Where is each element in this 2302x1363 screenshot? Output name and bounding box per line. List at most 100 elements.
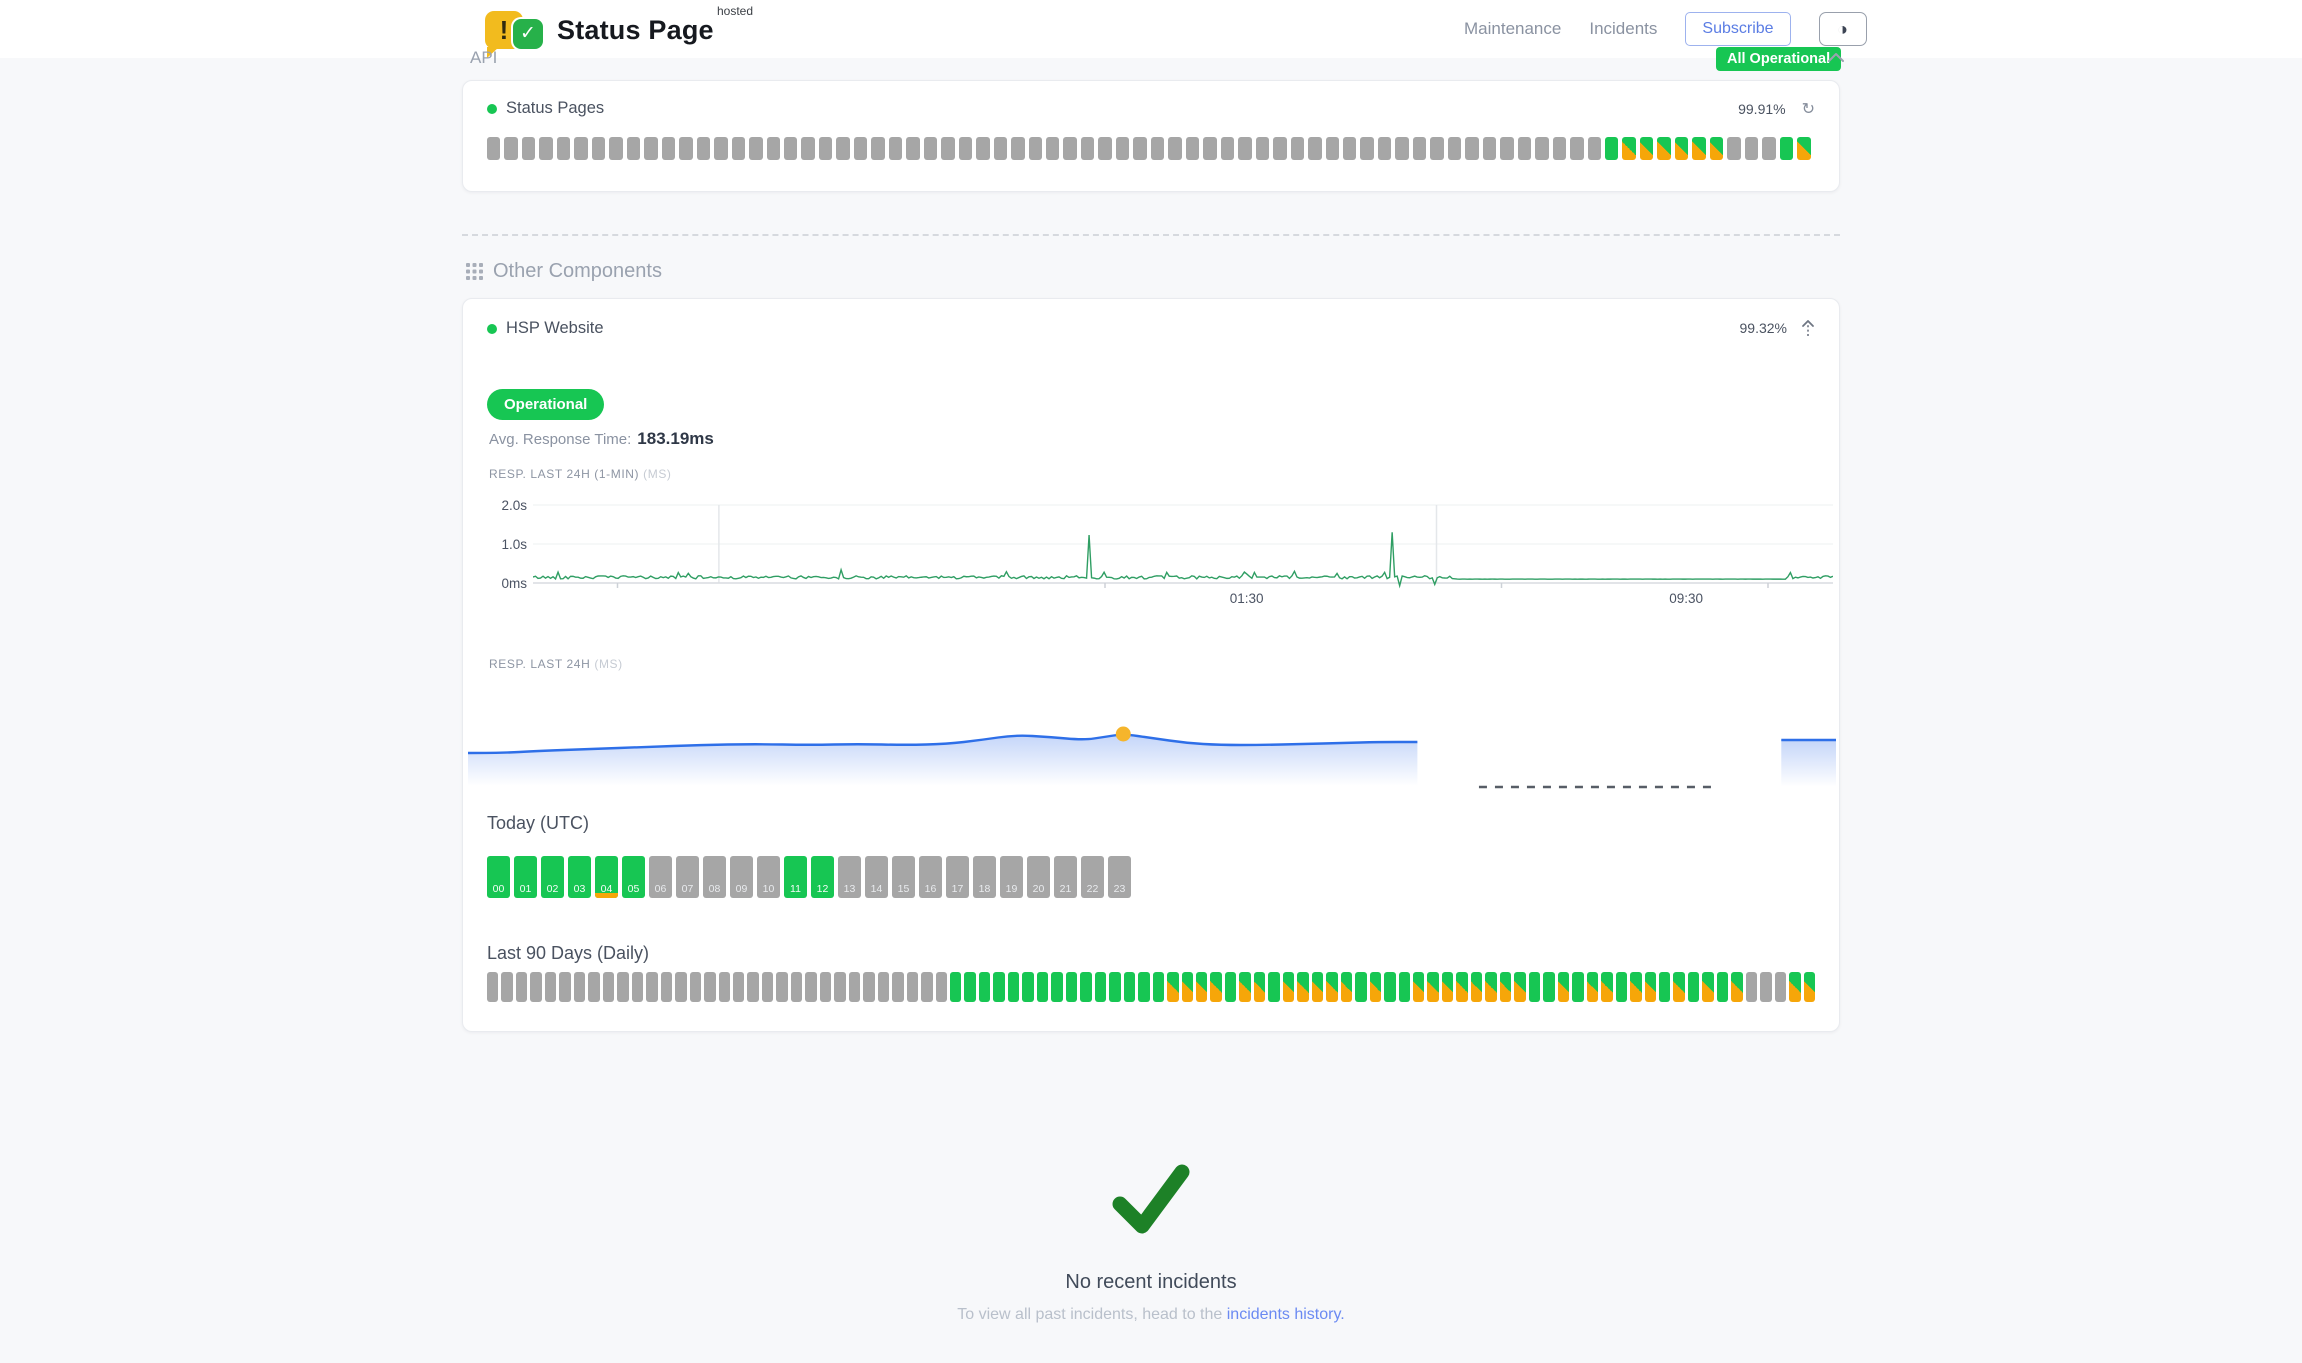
day-bar	[732, 972, 745, 1002]
uptime-bar	[1762, 137, 1776, 160]
uptime-bar	[1360, 137, 1374, 160]
day-bar	[819, 972, 832, 1002]
minute-chart-svg	[533, 504, 1833, 589]
theme-toggle-button[interactable]: ◑	[1818, 12, 1867, 46]
uptime-bar	[801, 137, 815, 160]
hour-block-10: 10	[757, 856, 780, 898]
uptime-bar	[1727, 137, 1741, 160]
hour-label: 02	[546, 883, 559, 895]
uptime-bar	[1290, 137, 1305, 160]
component-name: HSP Website	[506, 319, 604, 337]
day-bar	[761, 972, 774, 1002]
refresh-icon[interactable]: ↻	[1801, 101, 1815, 118]
uptime-bar	[1063, 137, 1077, 160]
uptime-bar	[609, 137, 623, 160]
hour-block-02: 02	[541, 856, 564, 898]
day-bar	[487, 972, 499, 1002]
day-bar	[1441, 972, 1454, 1002]
hour-label: 08	[708, 883, 721, 895]
other-components-title: Other Components	[493, 260, 662, 282]
day-bar	[559, 972, 571, 1002]
day-bar	[848, 972, 861, 1002]
uptime-bar	[1779, 137, 1794, 160]
day-bar	[790, 972, 803, 1002]
logo-check-icon: ✓	[513, 19, 543, 49]
uptime-bar	[1255, 137, 1270, 160]
day-bar	[1080, 972, 1092, 1002]
success-check-icon	[1112, 1164, 1190, 1234]
day-bar	[1181, 972, 1193, 1002]
api-section-title: API	[470, 48, 498, 67]
day-bar	[1167, 972, 1179, 1002]
hour-block-07: 07	[676, 856, 699, 898]
day-bar	[747, 972, 759, 1002]
uptime-bars	[487, 137, 1811, 160]
hour-block-21: 21	[1054, 856, 1077, 898]
uptime-bar	[749, 137, 763, 160]
hour-block-03: 03	[568, 856, 591, 898]
subscribe-button[interactable]: Subscribe	[1685, 12, 1791, 46]
component-uptime: 99.32%	[1740, 319, 1815, 337]
day-bar	[1572, 972, 1584, 1002]
uptime-bar	[1797, 137, 1811, 160]
hour-label: 01	[519, 883, 532, 895]
day-bar	[646, 972, 658, 1002]
day-bar	[1731, 972, 1743, 1002]
section-divider	[462, 234, 1840, 236]
day-bar	[892, 972, 904, 1002]
uptime-bar	[1430, 137, 1444, 160]
day-bar	[1745, 972, 1758, 1002]
uptime-bar	[1325, 137, 1339, 160]
hour-block-01: 01	[514, 856, 537, 898]
day-bar	[1297, 972, 1309, 1002]
brand-logo[interactable]: ! ✓ Status Page hosted	[485, 4, 905, 58]
day-bar	[1311, 972, 1324, 1002]
day-bar	[1094, 972, 1107, 1002]
day-bar	[1630, 972, 1642, 1002]
day-bar	[1051, 972, 1063, 1002]
hour-block-23: 23	[1108, 856, 1131, 898]
day-bar	[530, 972, 542, 1002]
chart-title: RESP. LAST 24H	[489, 657, 591, 671]
day-bar	[1673, 972, 1685, 1002]
nav-incidents-link[interactable]: Incidents	[1589, 19, 1658, 38]
avg-response-time: Avg. Response Time: 183.19ms	[489, 429, 714, 449]
uptime-bar	[521, 137, 536, 160]
hour-block-17: 17	[946, 856, 969, 898]
uptime-bar	[1185, 137, 1200, 160]
chevron-up-icon[interactable]	[1827, 51, 1845, 70]
day-bar	[1109, 972, 1121, 1002]
day-bar	[1456, 972, 1468, 1002]
uptime-bar	[871, 137, 885, 160]
uptime-bar	[958, 137, 973, 160]
uptime-bar	[1133, 137, 1147, 160]
hsp-website-card: HSP Website 99.32% Operational Avg. Resp…	[462, 298, 1840, 1032]
day-bar	[1514, 972, 1526, 1002]
day-bar	[1716, 972, 1729, 1002]
day-bar	[1340, 972, 1353, 1002]
day-bar	[1557, 972, 1570, 1002]
hour-block-16: 16	[919, 856, 942, 898]
hour-label: 09	[735, 883, 748, 895]
nav-maintenance-link[interactable]: Maintenance	[1464, 19, 1562, 38]
uptime-bar	[1709, 137, 1724, 160]
top-nav: Maintenance Incidents Subscribe ◑	[1464, 0, 1867, 58]
day-bar	[588, 972, 600, 1002]
hour-block-15: 15	[892, 856, 915, 898]
hour-label: 05	[627, 883, 640, 895]
uptime-bar	[818, 137, 833, 160]
uptime-bar	[556, 137, 571, 160]
uptime-bar	[487, 137, 501, 160]
incidents-history-link[interactable]: incidents history.	[1226, 1306, 1345, 1323]
hour-block-06: 06	[649, 856, 672, 898]
status-badge: Operational	[487, 389, 605, 420]
uptime-bar	[1465, 137, 1479, 160]
hour-label: 14	[870, 883, 883, 895]
hour-label: 18	[978, 883, 991, 895]
uptime-percent: 99.32%	[1739, 320, 1787, 336]
day-bar	[1413, 972, 1425, 1002]
uptime-bar	[574, 137, 588, 160]
top-bar: ! ✓ Status Page hosted Maintenance Incid…	[0, 0, 2302, 58]
day-bar	[602, 972, 615, 1002]
